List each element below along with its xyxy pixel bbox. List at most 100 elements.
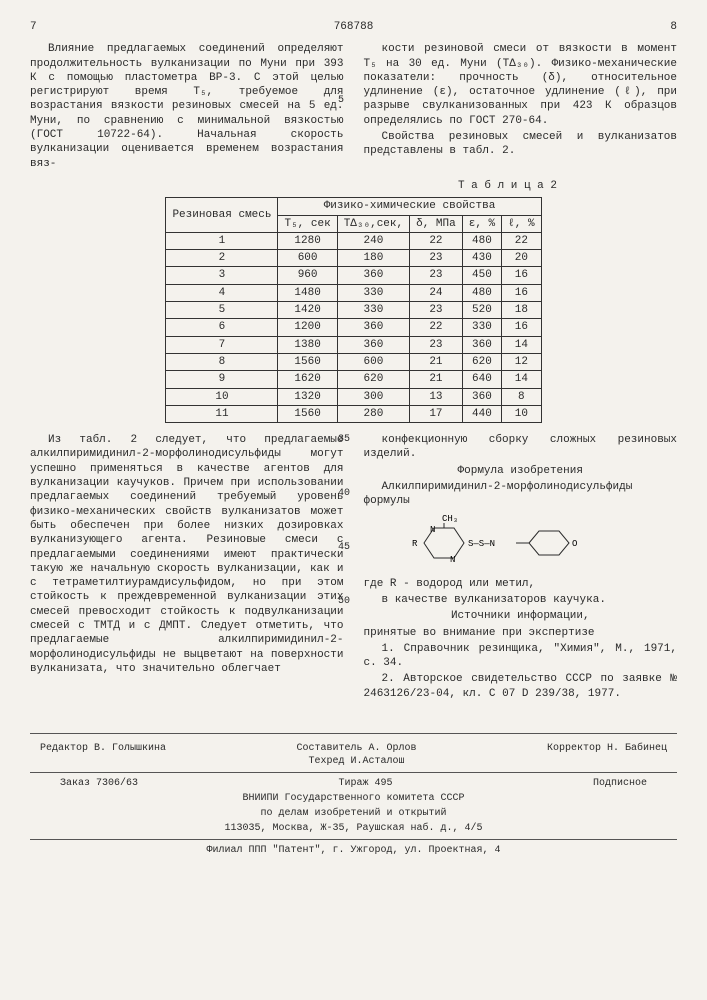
line-number: 45 [338, 541, 350, 554]
table-cell: 280 [337, 405, 409, 422]
paragraph: Влияние предлагаемых соединений определя… [30, 42, 344, 171]
table-cell: 16 [502, 284, 541, 301]
table-cell: 8 [502, 388, 541, 405]
paragraph: кости резиновой смеси от вязкости в моме… [364, 42, 678, 128]
table-header: ℓ, % [502, 215, 541, 232]
sources-title: Источники информации, [364, 609, 678, 623]
table-cell: 17 [410, 405, 463, 422]
page-header: 7 768788 8 [30, 20, 677, 34]
address-line: 113035, Москва, Ж-35, Раушская наб. д., … [30, 822, 677, 835]
table-cell: 7 [166, 336, 278, 353]
table-header: Физико-химические свойства [278, 198, 541, 215]
formula-label: R [412, 539, 418, 549]
publisher-line: по делам изобретений и открытий [30, 807, 677, 820]
line-number: 40 [338, 487, 350, 500]
table-cell: 16 [502, 319, 541, 336]
table-row: 39603602345016 [166, 267, 541, 284]
line-number: 5 [338, 94, 344, 107]
table-row: 112802402248022 [166, 232, 541, 249]
table-cell: 10 [166, 388, 278, 405]
table-cell: 960 [278, 267, 337, 284]
table-cell: 360 [337, 319, 409, 336]
top-text-block: 5 Влияние предлагаемых соединений опреде… [30, 42, 677, 173]
line-number: 50 [338, 595, 350, 608]
top-right-column: кости резиновой смеси от вязкости в моме… [364, 42, 678, 173]
table-cell: 1560 [278, 405, 337, 422]
table-cell: 14 [502, 336, 541, 353]
top-left-column: Влияние предлагаемых соединений определя… [30, 42, 344, 173]
formula-label: N [430, 525, 435, 535]
table-cell: 4 [166, 284, 278, 301]
order-number: Заказ 7306/63 [60, 777, 138, 790]
table-cell: 1200 [278, 319, 337, 336]
table-row: 101320300133608 [166, 388, 541, 405]
table-cell: 1380 [278, 336, 337, 353]
table-cell: 21 [410, 353, 463, 370]
table-cell: 1480 [278, 284, 337, 301]
table-cell: 330 [462, 319, 501, 336]
table-header: T₅, сек [278, 215, 337, 232]
table-cell: 520 [462, 302, 501, 319]
chemical-formula: CH₃ N N R S—S—N O [404, 513, 678, 573]
table-row: 916206202164014 [166, 371, 541, 388]
table-cell: 24 [410, 284, 463, 301]
table-cell: 6 [166, 319, 278, 336]
table-header: δ, МПа [410, 215, 463, 232]
table-cell: 440 [462, 405, 501, 422]
table-cell: 640 [462, 371, 501, 388]
table-cell: 23 [410, 267, 463, 284]
formula-svg: CH₃ N N R S—S—N O [404, 513, 604, 573]
table-cell: 22 [410, 232, 463, 249]
paragraph: Алкилпиримидинил-2-морфолинодисульфиды ф… [364, 480, 678, 509]
table-cell: 600 [337, 353, 409, 370]
table-cell: 2 [166, 250, 278, 267]
table-row: 26001802343020 [166, 250, 541, 267]
paragraph: где R - водород или метил, [364, 577, 678, 591]
bottom-right-column: конфекционную сборку сложных резиновых и… [364, 433, 678, 703]
table-row: 612003602233016 [166, 319, 541, 336]
table-cell: 1560 [278, 353, 337, 370]
table-cell: 18 [502, 302, 541, 319]
table-header: Резиновая смесь [166, 198, 278, 233]
table-cell: 360 [337, 267, 409, 284]
branch-line: Филиал ППП "Патент", г. Ужгород, ул. Про… [30, 844, 677, 857]
table-cell: 8 [166, 353, 278, 370]
table-row: 514203302352018 [166, 302, 541, 319]
source-item: 1. Справочник резинщика, "Химия", М., 19… [364, 642, 678, 671]
paragraph: принятые во внимание при экспертизе [364, 626, 678, 640]
line-number: 35 [338, 433, 350, 446]
table-cell: 600 [278, 250, 337, 267]
bottom-left-column: Из табл. 2 следует, что предлагаемые алк… [30, 433, 344, 703]
formula-label: CH₃ [442, 514, 458, 524]
subscription: Подписное [593, 777, 647, 790]
table-cell: 22 [502, 232, 541, 249]
properties-table: Резиновая смесь Физико-химические свойст… [165, 197, 541, 423]
table-cell: 360 [337, 336, 409, 353]
table-cell: 21 [410, 371, 463, 388]
paragraph: Из табл. 2 следует, что предлагаемые алк… [30, 433, 344, 676]
table-cell: 9 [166, 371, 278, 388]
source-item: 2. Авторское свидетельство СССР по заявк… [364, 672, 678, 701]
page-number-left: 7 [30, 20, 37, 34]
table-cell: 1 [166, 232, 278, 249]
paragraph: конфекционную сборку сложных резиновых и… [364, 433, 678, 462]
table-cell: 480 [462, 232, 501, 249]
table-cell: 300 [337, 388, 409, 405]
paragraph: в качестве вулканизаторов каучука. [364, 593, 678, 607]
table-cell: 450 [462, 267, 501, 284]
table-cell: 620 [462, 353, 501, 370]
formula-label: S—S—N [468, 539, 495, 549]
table-cell: 1620 [278, 371, 337, 388]
table-cell: 16 [502, 267, 541, 284]
table-cell: 23 [410, 302, 463, 319]
table-cell: 330 [337, 302, 409, 319]
table-cell: 3 [166, 267, 278, 284]
table-cell: 360 [462, 388, 501, 405]
table-cell: 330 [337, 284, 409, 301]
circulation: Тираж 495 [338, 777, 392, 790]
table-cell: 23 [410, 250, 463, 267]
formula-label: O [572, 539, 577, 549]
table-cell: 620 [337, 371, 409, 388]
table-header: TΔ₃₀,сек, [337, 215, 409, 232]
table-cell: 22 [410, 319, 463, 336]
